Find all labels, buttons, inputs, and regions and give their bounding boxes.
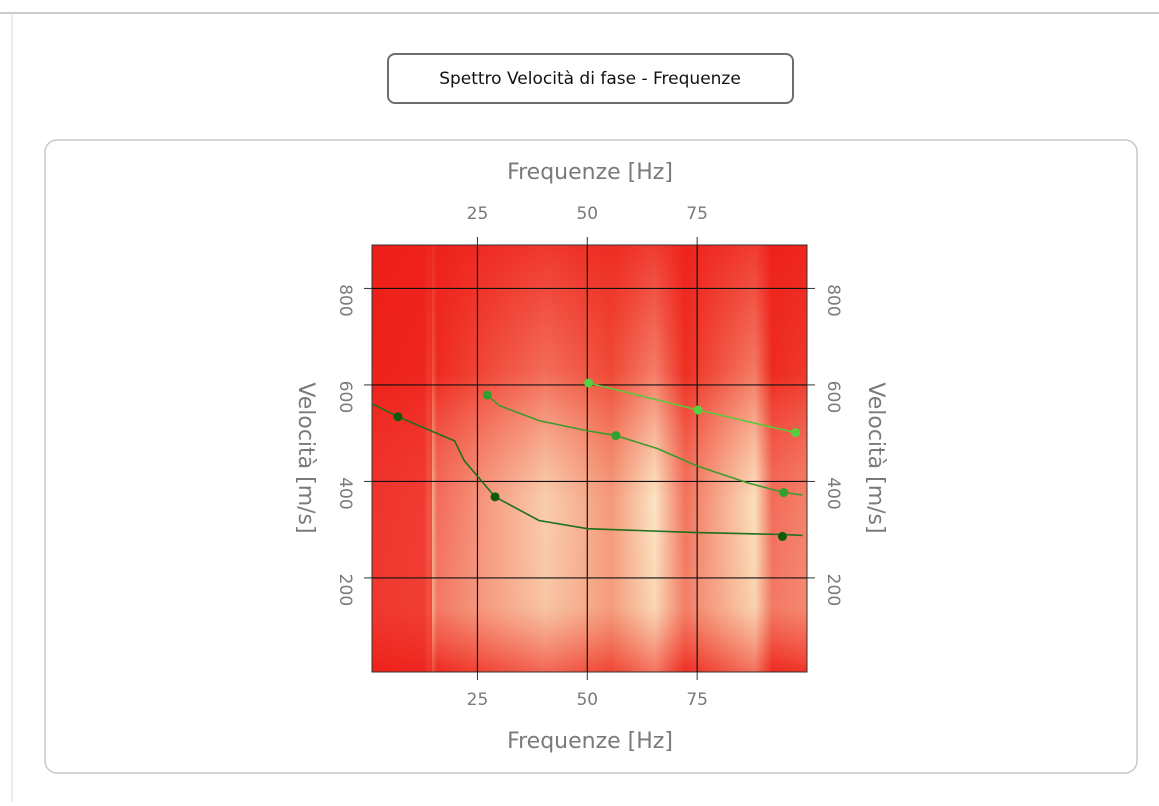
title: Spettro Velocità di fase - Frequenze [439,69,741,89]
x-tick-label: 75 [686,204,708,224]
pick-point [777,531,787,541]
y-tick-label: 200 [335,574,355,606]
y-tick-label: 800 [335,284,355,316]
heatmap-left [372,245,432,672]
y-tick-label: 400 [335,477,355,509]
pick-point [584,378,594,388]
y-tick-label: 800 [823,284,843,316]
x-tick-label: 25 [467,690,489,710]
plot-frame [371,244,808,673]
pick-point [490,492,500,502]
pick-point [791,428,801,438]
y-tick-label: 600 [823,381,843,413]
y-axis-label-right: Velocità [m/s] [863,382,888,533]
x-axis-label-top: Frequenze [Hz] [507,160,673,185]
curve [486,394,803,496]
y-axis-label-left: Velocità [m/s] [293,382,318,533]
pick-point [611,431,621,441]
x-tick-label: 25 [467,204,489,224]
pick-point [693,405,703,415]
y-tick-label: 200 [823,574,843,606]
pick-point [482,390,492,400]
x-axis-label-bottom: Frequenze [Hz] [507,729,673,754]
y-tick-label: 400 [823,477,843,509]
y-tick-label: 600 [335,381,355,413]
heatmap-shade [372,245,807,672]
curve [371,403,803,537]
x-tick-label: 75 [686,690,708,710]
pick-point [779,488,789,498]
title-button[interactable] [387,53,794,104]
x-tick-label: 50 [576,204,598,224]
x-tick-label: 50 [576,690,598,710]
pick-point [393,412,403,422]
